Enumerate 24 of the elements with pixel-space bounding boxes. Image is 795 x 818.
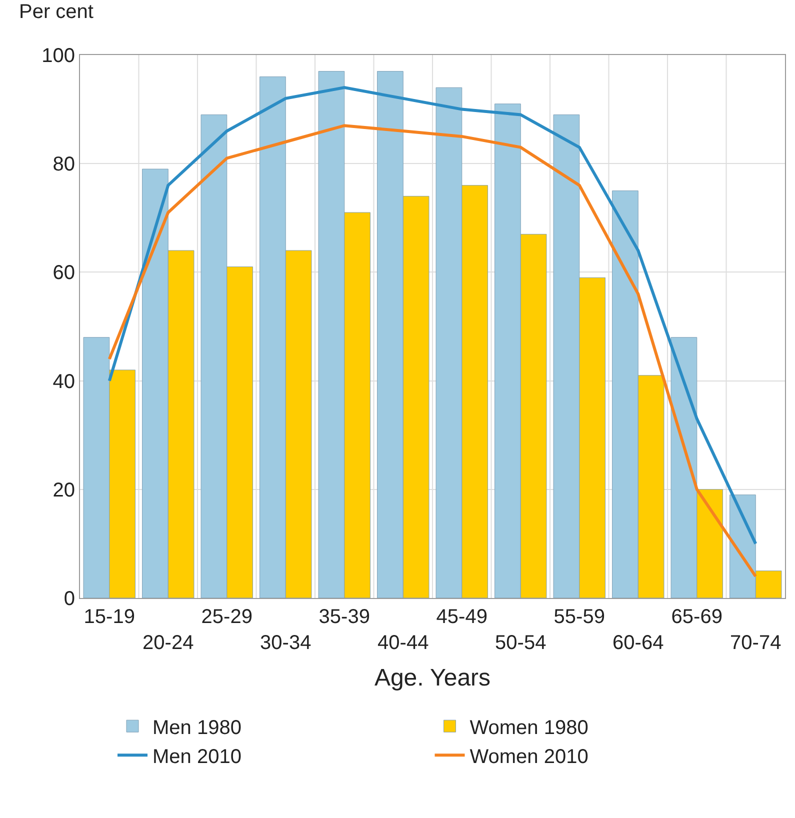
x-axis-title: Age. Years — [374, 664, 491, 692]
x-tick-label: 35-39 — [318, 606, 370, 628]
x-tick-label: 50-54 — [495, 632, 546, 654]
y-tick-label: 60 — [52, 262, 75, 284]
legend-label: Men 2010 — [152, 746, 242, 768]
legend-label: Women 1980 — [470, 716, 588, 739]
y-tick-label: 40 — [52, 370, 75, 393]
y-tick-label: 20 — [52, 479, 75, 502]
y-tick-label: 80 — [52, 154, 75, 176]
x-tick-label: 15-19 — [84, 606, 135, 628]
y-axis-title: Per cent — [19, 1, 94, 23]
x-tick-label: 25-29 — [201, 606, 252, 628]
x-tick-label: 45-49 — [436, 606, 488, 628]
x-tick-label: 20-24 — [142, 632, 194, 654]
x-tick-label: 55-59 — [554, 606, 605, 628]
y-tick-label: 100 — [42, 45, 75, 67]
x-tick-label: 40-44 — [378, 632, 429, 654]
x-tick-label: 30-34 — [260, 632, 312, 654]
y-tick-label: 0 — [64, 588, 75, 610]
legend-label: Men 1980 — [152, 716, 242, 739]
x-tick-label: 65-69 — [671, 606, 722, 628]
x-tick-label: 60-64 — [612, 632, 664, 654]
legend-label: Women 2010 — [470, 746, 588, 768]
x-tick-label: 70-74 — [730, 632, 782, 654]
